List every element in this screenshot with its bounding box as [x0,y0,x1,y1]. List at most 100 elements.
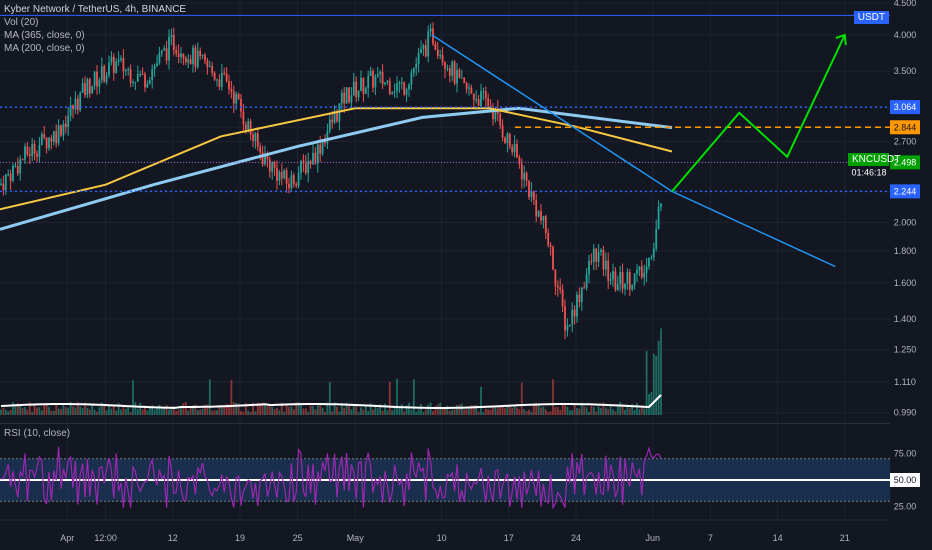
candle [177,53,180,58]
volume-bar [415,411,418,415]
price-tick-label: 2.700 [894,136,917,146]
indicator-volume[interactable]: Vol (20) [4,17,39,28]
volume-bar [386,410,389,415]
candle [321,141,324,154]
symbol-tag: KNCUSDT [848,153,900,166]
candle [168,36,170,61]
volume-bar [338,411,341,415]
candle [261,152,264,165]
volume-bar [468,408,470,415]
volume-bar [405,405,408,415]
candle [571,309,574,325]
symbol-title: Kyber Network / TetherUS, 4h, BINANCE [4,4,187,15]
volume-bar [504,407,506,415]
candle [40,134,43,146]
volume-bar [108,406,110,415]
candle [372,70,374,88]
candle [439,55,442,57]
volume-bar [355,406,358,415]
candle [170,35,173,37]
candle [172,35,175,50]
volume-bar [81,408,84,415]
volume-bar [79,406,82,415]
volume-bar [436,404,439,415]
candle [336,111,338,122]
volume-bar [501,406,504,415]
volume-bar [110,408,113,415]
candle [614,271,617,290]
candle [314,152,317,164]
rsi-label[interactable]: RSI (10, close) [4,428,71,439]
candle [220,72,223,87]
candle [57,125,60,144]
volume-bar [4,409,7,415]
volume-bar [628,408,631,415]
candle [21,159,24,161]
candle [415,63,418,69]
volume-bar [453,409,456,415]
volume-bar [530,411,533,415]
volume-bar [141,409,144,415]
volume-bar [513,406,516,415]
candle [386,80,389,83]
candle [81,83,84,93]
candle [422,45,425,49]
candle [156,63,158,67]
volume-bar [487,409,490,415]
volume-bar [139,402,142,415]
candle [420,48,422,53]
volume-bar [408,402,410,415]
time-tick-label: 10 [437,533,447,543]
volume-bar [290,406,293,415]
volume-bar [554,407,557,415]
candle [194,47,197,67]
volume-bar [592,407,595,415]
volume-bar [343,407,346,415]
price-tick-label: 2.000 [894,218,917,228]
time-tick-label: May [347,533,365,543]
candle [374,76,377,88]
candle [290,175,293,189]
candle [573,309,576,317]
candle [602,250,605,270]
volume-bar [571,410,574,415]
volume-bar [60,408,62,415]
candle [300,160,302,174]
candle [578,294,581,303]
candle [523,172,526,180]
projection-line [671,34,846,193]
volume-bar [292,409,295,415]
indicator-ma365[interactable]: MA (365, close, 0) [4,30,85,41]
volume-bar [638,409,641,415]
volume-bar [362,409,365,415]
volume-bar [69,402,72,415]
volume-bar [381,410,384,415]
candle [355,81,358,98]
candle [120,58,122,60]
candle [206,60,209,67]
countdown-label: 01:46:18 [851,167,886,177]
volume-bar [266,406,269,415]
candle [192,47,194,65]
candle [96,71,98,87]
volume-bar [271,406,274,415]
volume-bar [609,404,612,415]
volume-bar [484,408,487,415]
candle [427,31,430,57]
candle [72,105,74,110]
volume-bar [204,404,206,415]
candle [631,285,634,290]
volume-bar [158,404,161,415]
candle [28,154,31,156]
projection-arrowhead [835,33,847,46]
volume-bar [55,404,58,415]
pane-separator[interactable] [0,423,890,424]
price-tick-label: 1.250 [894,345,917,355]
candle [103,66,106,82]
volume-bar [597,406,600,415]
candle [237,93,240,99]
indicator-ma200[interactable]: MA (200, close, 0) [4,43,85,54]
volume-bar [655,355,658,415]
candle [124,69,127,72]
